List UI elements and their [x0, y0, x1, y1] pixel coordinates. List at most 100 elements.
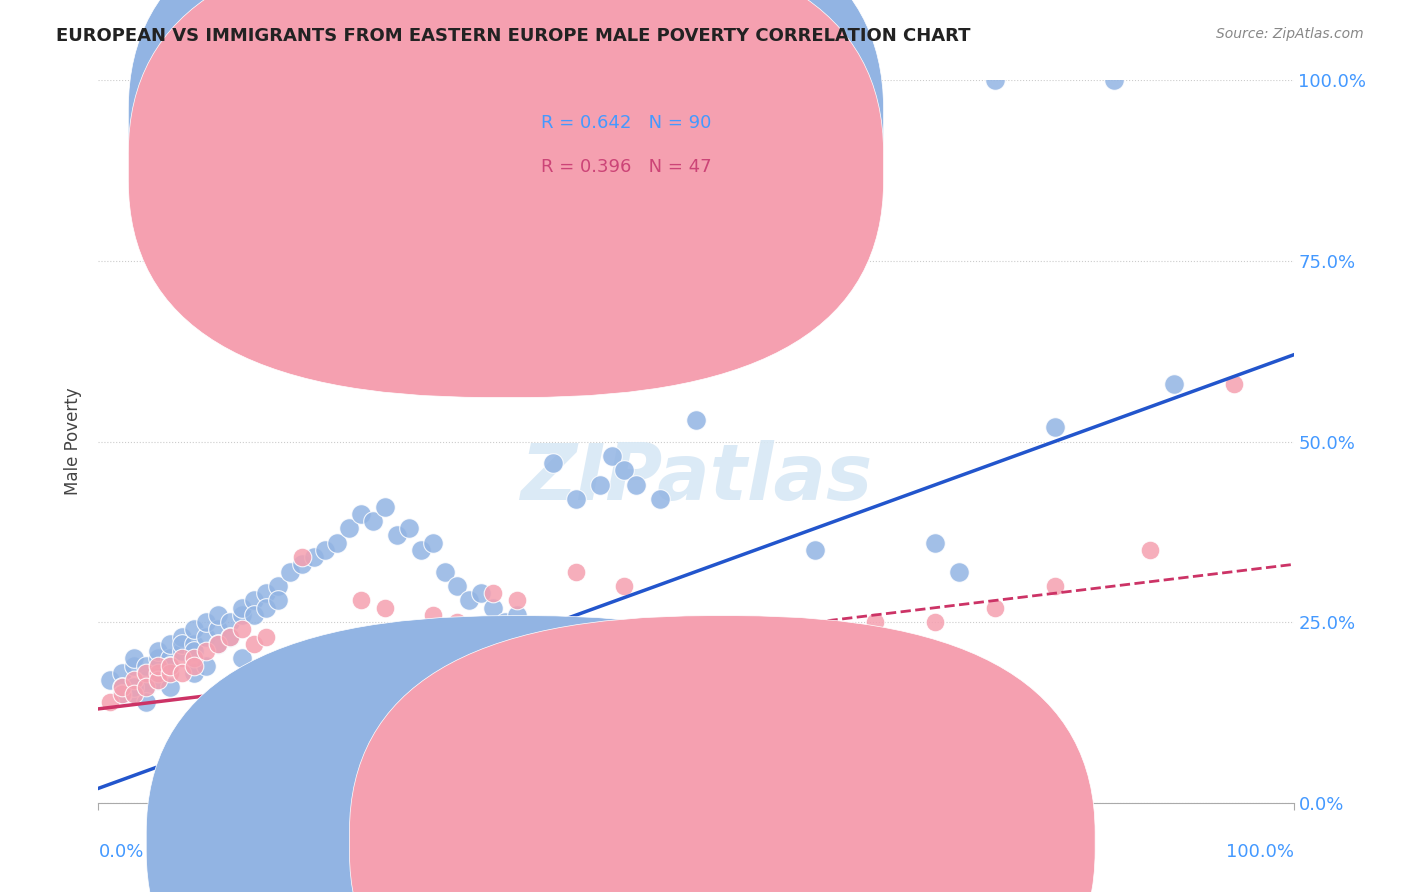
Point — [148, 644, 170, 658]
Point — [124, 673, 146, 687]
Point — [446, 615, 468, 630]
Point — [494, 615, 516, 630]
Y-axis label: Male Poverty: Male Poverty — [65, 388, 83, 495]
Point — [685, 637, 707, 651]
Text: R = 0.396   N = 47: R = 0.396 N = 47 — [541, 158, 711, 176]
Point — [302, 745, 325, 759]
Point — [602, 449, 624, 463]
Point — [159, 651, 181, 665]
Point — [434, 565, 457, 579]
Point — [254, 630, 277, 644]
Text: 0.0%: 0.0% — [98, 843, 143, 861]
Point — [1043, 579, 1066, 593]
Point — [278, 651, 301, 665]
Text: Immigrants from Eastern Europe: Immigrants from Eastern Europe — [744, 833, 1015, 851]
Point — [148, 673, 170, 687]
Point — [1163, 376, 1185, 391]
Point — [172, 637, 194, 651]
FancyBboxPatch shape — [475, 98, 834, 193]
Point — [422, 535, 444, 549]
Point — [648, 492, 672, 507]
Point — [745, 651, 768, 665]
Point — [291, 550, 314, 565]
Point — [243, 607, 266, 622]
Point — [350, 507, 373, 521]
Point — [243, 637, 266, 651]
Point — [135, 680, 157, 694]
Point — [135, 665, 157, 680]
Point — [350, 593, 373, 607]
Point — [207, 607, 229, 622]
Text: Europeans: Europeans — [541, 833, 628, 851]
Text: EUROPEAN VS IMMIGRANTS FROM EASTERN EUROPE MALE POVERTY CORRELATION CHART: EUROPEAN VS IMMIGRANTS FROM EASTERN EURO… — [56, 27, 970, 45]
Point — [195, 658, 218, 673]
Point — [148, 673, 170, 687]
Text: R = 0.642   N = 90: R = 0.642 N = 90 — [541, 114, 711, 132]
Point — [1139, 542, 1161, 557]
Point — [219, 615, 242, 630]
Point — [135, 680, 157, 694]
Point — [865, 615, 887, 630]
FancyBboxPatch shape — [350, 615, 1095, 892]
Point — [231, 651, 253, 665]
Point — [470, 586, 492, 600]
Point — [183, 623, 205, 637]
Point — [195, 644, 218, 658]
Point — [385, 644, 409, 658]
Point — [506, 607, 529, 622]
Point — [984, 600, 1007, 615]
Point — [374, 600, 396, 615]
Point — [172, 651, 194, 665]
Point — [541, 456, 564, 470]
Point — [865, 637, 887, 651]
Point — [589, 478, 612, 492]
Point — [135, 658, 157, 673]
Point — [135, 695, 157, 709]
Point — [613, 579, 636, 593]
Point — [183, 665, 205, 680]
Point — [207, 623, 229, 637]
FancyBboxPatch shape — [128, 0, 883, 353]
Point — [159, 658, 181, 673]
Point — [124, 680, 146, 694]
Point — [124, 658, 146, 673]
Point — [446, 579, 468, 593]
Point — [411, 542, 433, 557]
Text: Source: ZipAtlas.com: Source: ZipAtlas.com — [1216, 27, 1364, 41]
Point — [148, 658, 170, 673]
Point — [148, 658, 170, 673]
Point — [804, 637, 827, 651]
Point — [565, 492, 588, 507]
Point — [481, 600, 505, 615]
Point — [159, 637, 181, 651]
Point — [135, 665, 157, 680]
Point — [159, 680, 181, 694]
Point — [804, 542, 827, 557]
Point — [363, 514, 385, 528]
Point — [661, 630, 683, 644]
FancyBboxPatch shape — [146, 615, 891, 892]
Point — [148, 665, 170, 680]
Point — [98, 673, 122, 687]
Point — [481, 586, 505, 600]
Point — [195, 615, 218, 630]
Point — [626, 478, 648, 492]
Point — [254, 600, 277, 615]
Point — [111, 680, 134, 694]
Point — [111, 687, 134, 701]
Point — [231, 607, 253, 622]
Point — [183, 658, 205, 673]
Point — [302, 550, 325, 565]
Point — [183, 637, 205, 651]
Point — [721, 644, 744, 658]
Point — [254, 586, 277, 600]
Point — [685, 413, 707, 427]
Point — [1104, 73, 1126, 87]
Point — [195, 630, 218, 644]
Point — [326, 535, 349, 549]
Point — [159, 665, 181, 680]
Point — [111, 665, 134, 680]
Point — [231, 600, 253, 615]
Point — [172, 644, 194, 658]
Point — [231, 623, 253, 637]
